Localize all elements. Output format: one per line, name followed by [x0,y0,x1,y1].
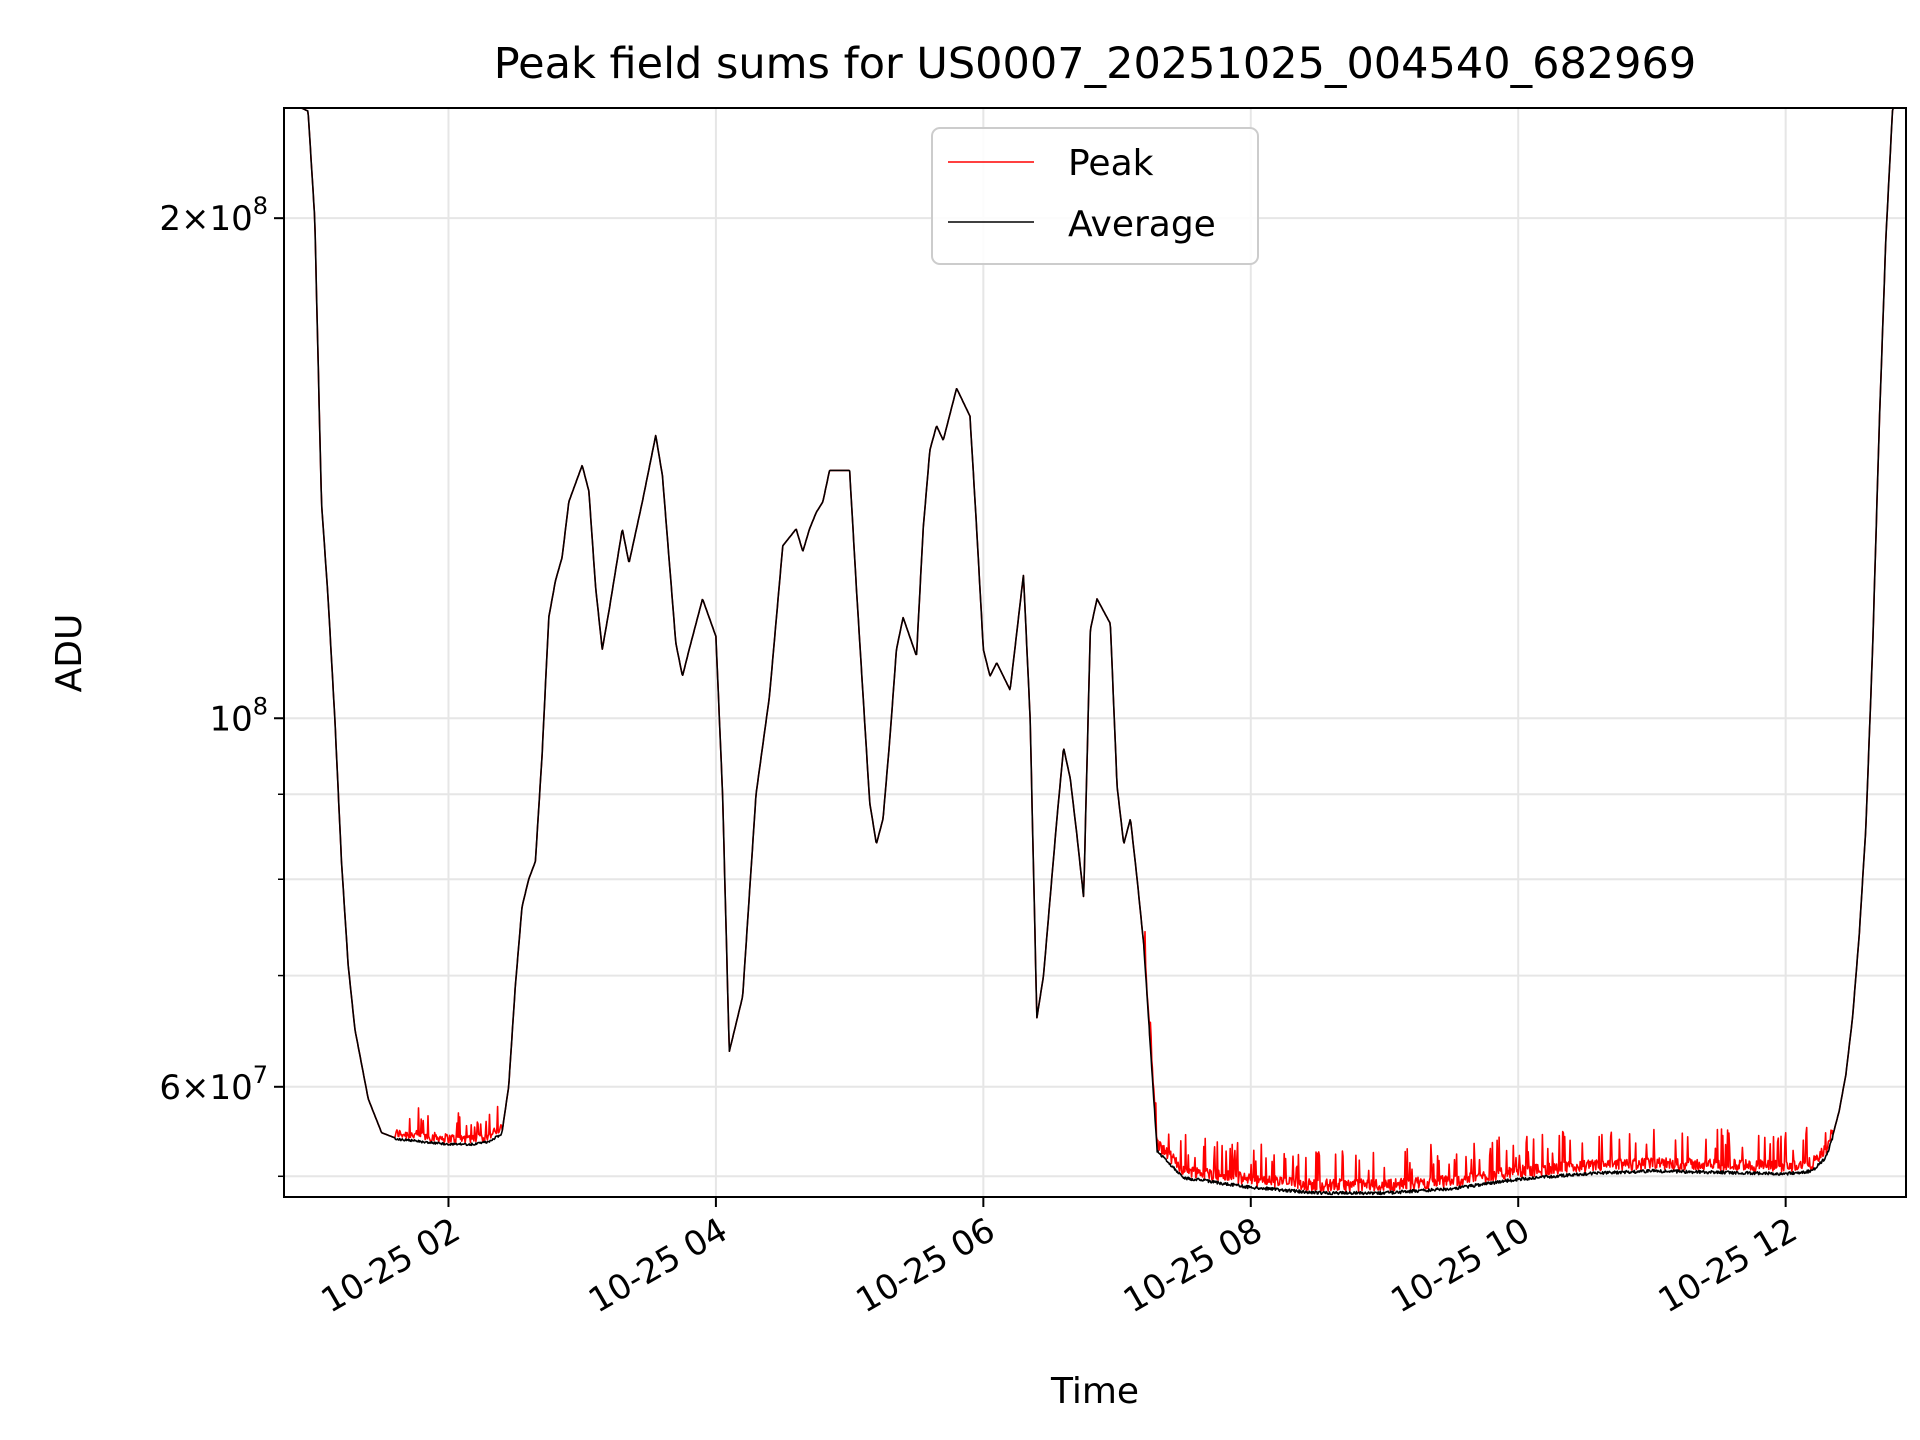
legend: Peak Average [931,127,1259,265]
legend-label-peak: Peak [1068,143,1154,184]
y-axis-label: ADU [49,614,90,693]
legend-label-average: Average [1068,204,1216,245]
chart-title: Peak field sums for US0007_20251025_0045… [494,39,1697,89]
y-tick-label: 108 [209,692,268,739]
plot-area [283,107,1907,1196]
y-tick-label: 6×107 [159,1061,268,1108]
y-tick-label: 2×108 [159,192,268,239]
x-axis-label: Time [1050,1371,1139,1412]
axes-frame [283,107,1907,1198]
series-line-average [283,107,1907,1196]
